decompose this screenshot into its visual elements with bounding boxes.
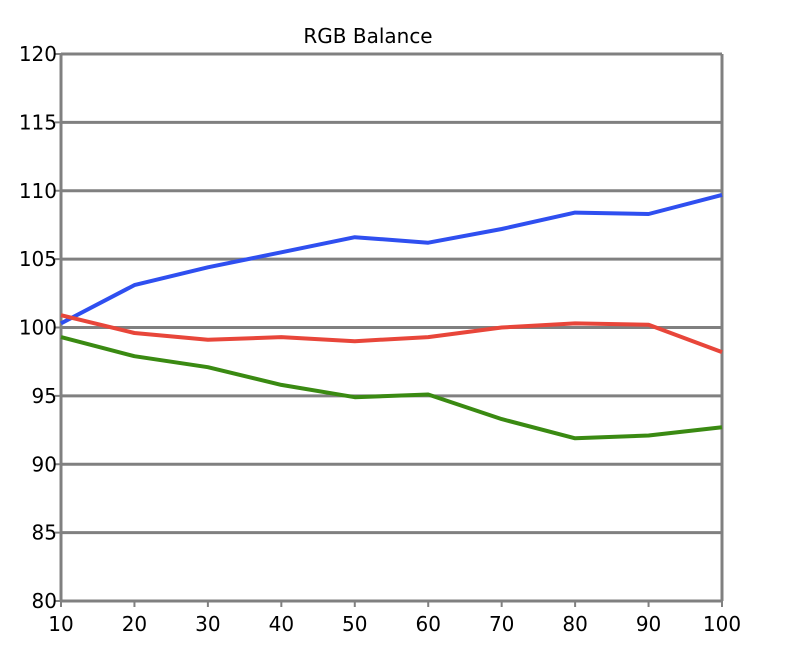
y-tick-label: 95 (32, 384, 57, 408)
y-tick-labels: 80 85 90 95 100 105 110 115 120 (19, 42, 57, 613)
y-tick-label: 110 (19, 179, 57, 203)
blue-series-line (60, 192, 723, 326)
x-tick-label: 40 (269, 612, 294, 636)
y-tick-label: 120 (19, 42, 57, 66)
x-tick-labels: 10 20 30 40 50 60 70 80 90 100 (48, 612, 741, 636)
axes (55, 53, 724, 607)
x-tick-label: 30 (195, 612, 220, 636)
x-tick-label: 90 (636, 612, 661, 636)
red-series-line (60, 313, 723, 354)
y-tick-label: 90 (32, 452, 57, 476)
series-lines (60, 192, 723, 441)
x-tick-label: 70 (489, 612, 514, 636)
gridlines (61, 52, 722, 535)
green-series-line (60, 335, 723, 441)
x-tick-label: 100 (703, 612, 741, 636)
y-tick-label: 100 (19, 316, 57, 340)
y-tick-label: 105 (19, 247, 57, 271)
x-tick-label: 50 (342, 612, 367, 636)
x-tick-label: 60 (415, 612, 440, 636)
x-tick-label: 80 (562, 612, 587, 636)
y-tick-label: 80 (32, 589, 57, 613)
x-tick-label: 10 (48, 612, 73, 636)
x-tick-label: 20 (122, 612, 147, 636)
y-tick-label: 85 (32, 521, 57, 545)
y-tick-label: 115 (19, 110, 57, 134)
chart-title: RGB Balance (303, 24, 432, 48)
